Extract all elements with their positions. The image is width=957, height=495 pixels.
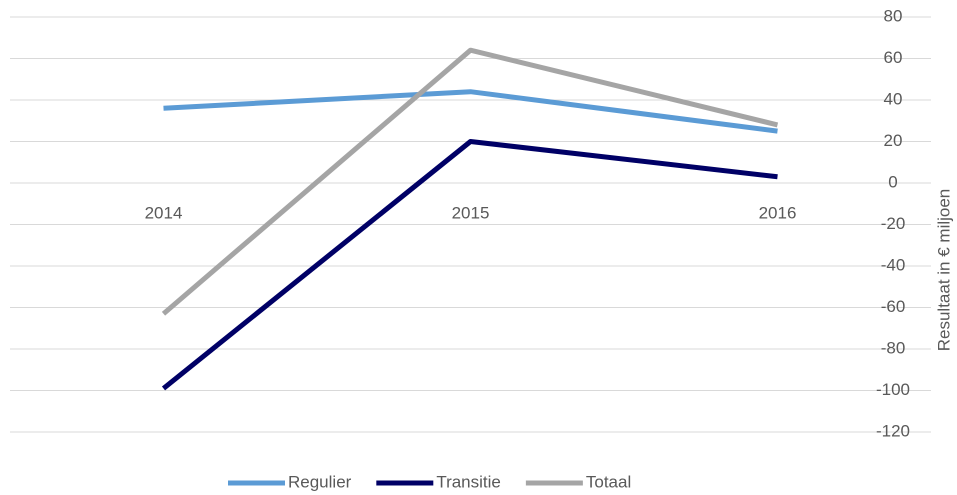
y-tick-label: -80 bbox=[881, 338, 906, 357]
y-tick-label: -60 bbox=[881, 297, 906, 316]
y-tick-label: -40 bbox=[881, 255, 906, 274]
y-tick-label: -100 bbox=[876, 380, 910, 399]
y-axis-label: Resultaat in € miljoen bbox=[934, 189, 953, 352]
series-line bbox=[161, 139, 778, 391]
series-line bbox=[161, 47, 779, 316]
y-tick-label: 20 bbox=[884, 131, 903, 150]
x-tick-label: 2014 bbox=[145, 203, 183, 222]
y-tick-label: 0 bbox=[888, 172, 897, 191]
x-tick-label: 2016 bbox=[759, 203, 797, 222]
y-tick-label: 80 bbox=[884, 6, 903, 25]
y-tick-label: -20 bbox=[881, 214, 906, 233]
legend-label: Totaal bbox=[586, 472, 631, 491]
series-line bbox=[163, 89, 778, 134]
y-tick-label: 40 bbox=[884, 89, 903, 108]
y-tick-label: -120 bbox=[876, 421, 910, 440]
legend-label: Transitie bbox=[436, 472, 501, 491]
y-tick-label: 60 bbox=[884, 48, 903, 67]
legend-label: Regulier bbox=[288, 472, 352, 491]
x-tick-label: 2015 bbox=[452, 203, 490, 222]
